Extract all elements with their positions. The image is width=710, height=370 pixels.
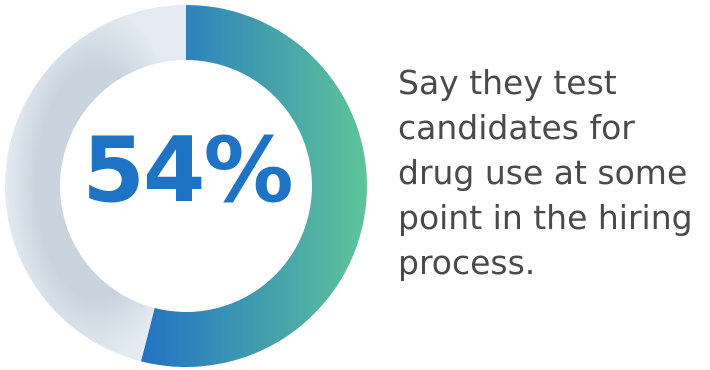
donut-value-slice xyxy=(140,5,367,367)
donut-remainder-slice xyxy=(5,5,187,362)
stat-caption: Say they test candidates for drug use at… xyxy=(398,63,693,282)
donut-chart xyxy=(5,5,367,367)
percentage-value: 54% xyxy=(82,118,293,223)
